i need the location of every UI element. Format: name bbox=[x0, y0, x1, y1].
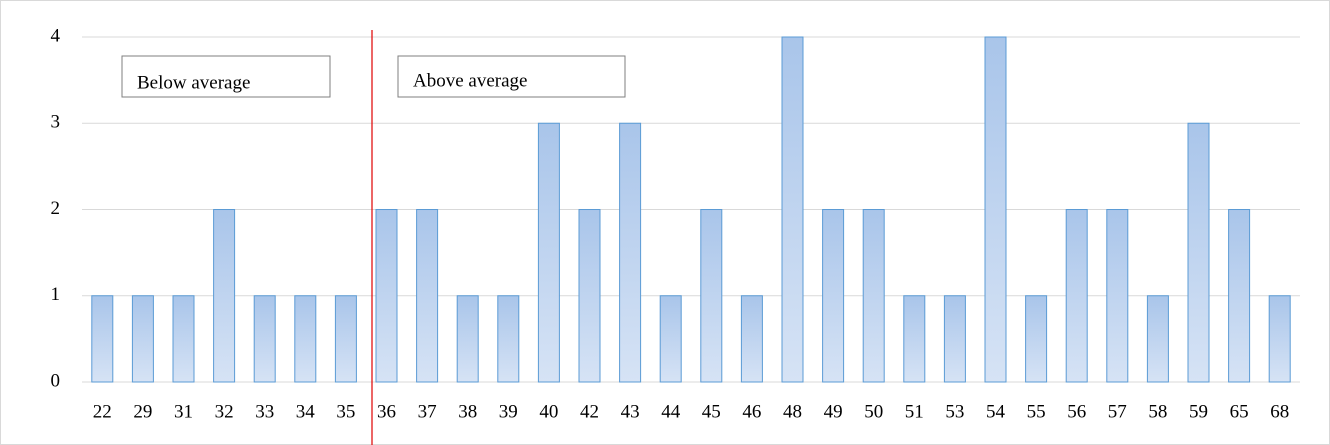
bar bbox=[172, 295, 195, 383]
y-tick-label: 4 bbox=[51, 25, 61, 46]
y-tick-label: 3 bbox=[51, 112, 61, 133]
bar bbox=[984, 36, 1007, 383]
bar bbox=[659, 295, 682, 383]
bars bbox=[91, 36, 1291, 383]
bar bbox=[903, 295, 926, 383]
x-tick-label: 37 bbox=[418, 401, 437, 422]
x-tick-label: 57 bbox=[1108, 401, 1127, 422]
annotation-box bbox=[397, 55, 626, 98]
annotation-box bbox=[121, 55, 331, 98]
x-tick-label: 49 bbox=[824, 401, 843, 422]
x-tick-label: 31 bbox=[174, 401, 193, 422]
x-tick-label: 50 bbox=[864, 401, 883, 422]
x-tick-label: 40 bbox=[539, 401, 558, 422]
x-tick-label: 22 bbox=[93, 401, 112, 422]
bar bbox=[334, 295, 357, 383]
bar bbox=[943, 295, 966, 383]
y-tick-label: 1 bbox=[51, 284, 61, 305]
bar bbox=[131, 295, 154, 383]
x-tick-label: 53 bbox=[945, 401, 964, 422]
bar bbox=[862, 209, 885, 383]
x-tick-label: 59 bbox=[1189, 401, 1208, 422]
bar bbox=[578, 209, 601, 383]
bar bbox=[1268, 295, 1291, 383]
y-tick-label: 2 bbox=[51, 198, 61, 219]
bar bbox=[537, 122, 560, 383]
x-tick-label: 33 bbox=[255, 401, 274, 422]
x-tick-label: 51 bbox=[905, 401, 924, 422]
x-tick-label: 55 bbox=[1027, 401, 1046, 422]
bar bbox=[294, 295, 317, 383]
x-tick-label: 56 bbox=[1067, 401, 1086, 422]
bar bbox=[375, 209, 398, 383]
bar bbox=[1025, 295, 1048, 383]
bar bbox=[740, 295, 763, 383]
x-tick-label: 32 bbox=[215, 401, 234, 422]
x-tick-label: 38 bbox=[458, 401, 477, 422]
bar bbox=[416, 209, 439, 383]
x-tick-label: 58 bbox=[1148, 401, 1167, 422]
annotation: Below average bbox=[137, 72, 250, 93]
x-tick-label: 34 bbox=[296, 401, 316, 422]
bar bbox=[1106, 209, 1129, 383]
x-tick-label: 46 bbox=[742, 401, 761, 422]
bar bbox=[253, 295, 276, 383]
bar bbox=[1146, 295, 1169, 383]
x-tick-label: 44 bbox=[661, 401, 681, 422]
bar bbox=[1187, 122, 1210, 383]
x-tick-label: 42 bbox=[580, 401, 599, 422]
bar bbox=[497, 295, 520, 383]
annotation: Above average bbox=[413, 70, 527, 91]
x-tick-label: 48 bbox=[783, 401, 802, 422]
x-tick-label: 68 bbox=[1270, 401, 1289, 422]
x-tick-label: 35 bbox=[336, 401, 355, 422]
bar bbox=[619, 122, 642, 383]
x-tick-label: 54 bbox=[986, 401, 1006, 422]
y-tick-label: 0 bbox=[51, 370, 61, 391]
x-tick-label: 29 bbox=[133, 401, 152, 422]
x-tick-label: 45 bbox=[702, 401, 721, 422]
bar bbox=[213, 209, 236, 383]
x-tick-label: 36 bbox=[377, 401, 396, 422]
bar bbox=[781, 36, 804, 383]
x-tick-label: 43 bbox=[621, 401, 640, 422]
bar bbox=[1228, 209, 1251, 383]
x-tick-label: 65 bbox=[1230, 401, 1249, 422]
bar bbox=[1065, 209, 1088, 383]
x-tick-label: 39 bbox=[499, 401, 518, 422]
bar bbox=[91, 295, 114, 383]
bar bbox=[822, 209, 845, 383]
bar bbox=[700, 209, 723, 383]
bar bbox=[456, 295, 479, 383]
